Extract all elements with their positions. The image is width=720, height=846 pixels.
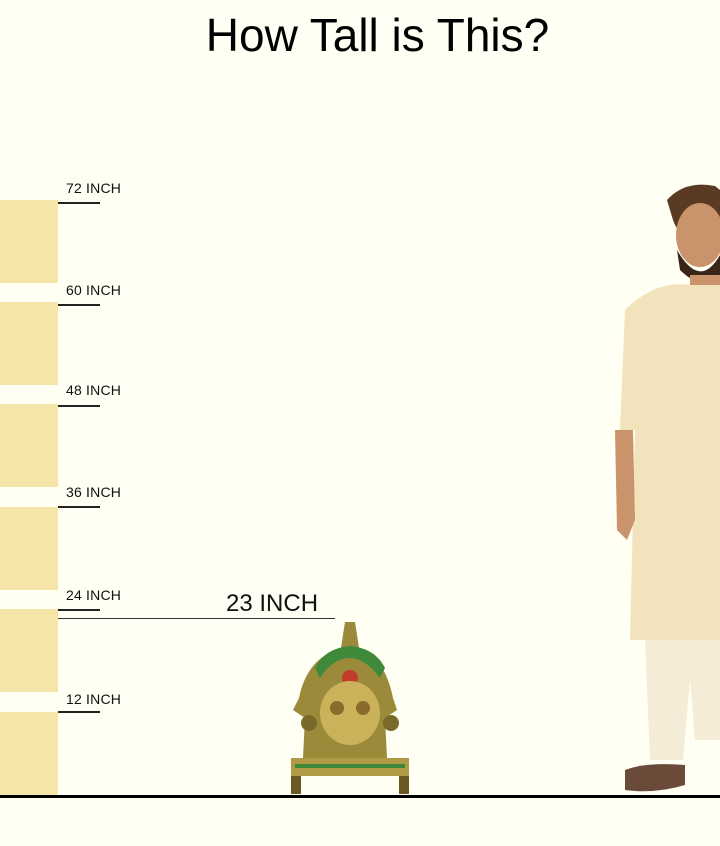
- scale-block: [0, 200, 58, 283]
- scale-tick: [58, 304, 100, 306]
- product-height-line: [58, 618, 335, 619]
- scale-label: 36 INCH: [66, 484, 122, 500]
- scale-label: 24 INCH: [66, 587, 122, 603]
- ground-line: [0, 795, 720, 798]
- scale-tick: [58, 506, 100, 508]
- scale-tick: [58, 202, 100, 204]
- person-image: [615, 184, 720, 792]
- scale-block: [0, 712, 58, 795]
- scale-block: [0, 507, 58, 590]
- scale-tick: [58, 405, 100, 407]
- scale-label: 60 INCH: [66, 282, 122, 298]
- scale-label: 72 INCH: [66, 180, 122, 196]
- product-height-label: 23 INCH: [226, 590, 319, 617]
- scale-tick: [58, 609, 100, 611]
- scale-block: [0, 404, 58, 487]
- page-title: How Tall is This?: [205, 9, 550, 61]
- scale-label: 48 INCH: [66, 382, 122, 398]
- scale-block: [0, 609, 58, 692]
- scale-tick: [58, 711, 100, 713]
- statue-image: [291, 622, 409, 794]
- scale-block: [0, 302, 58, 385]
- scale-label: 12 INCH: [66, 691, 122, 707]
